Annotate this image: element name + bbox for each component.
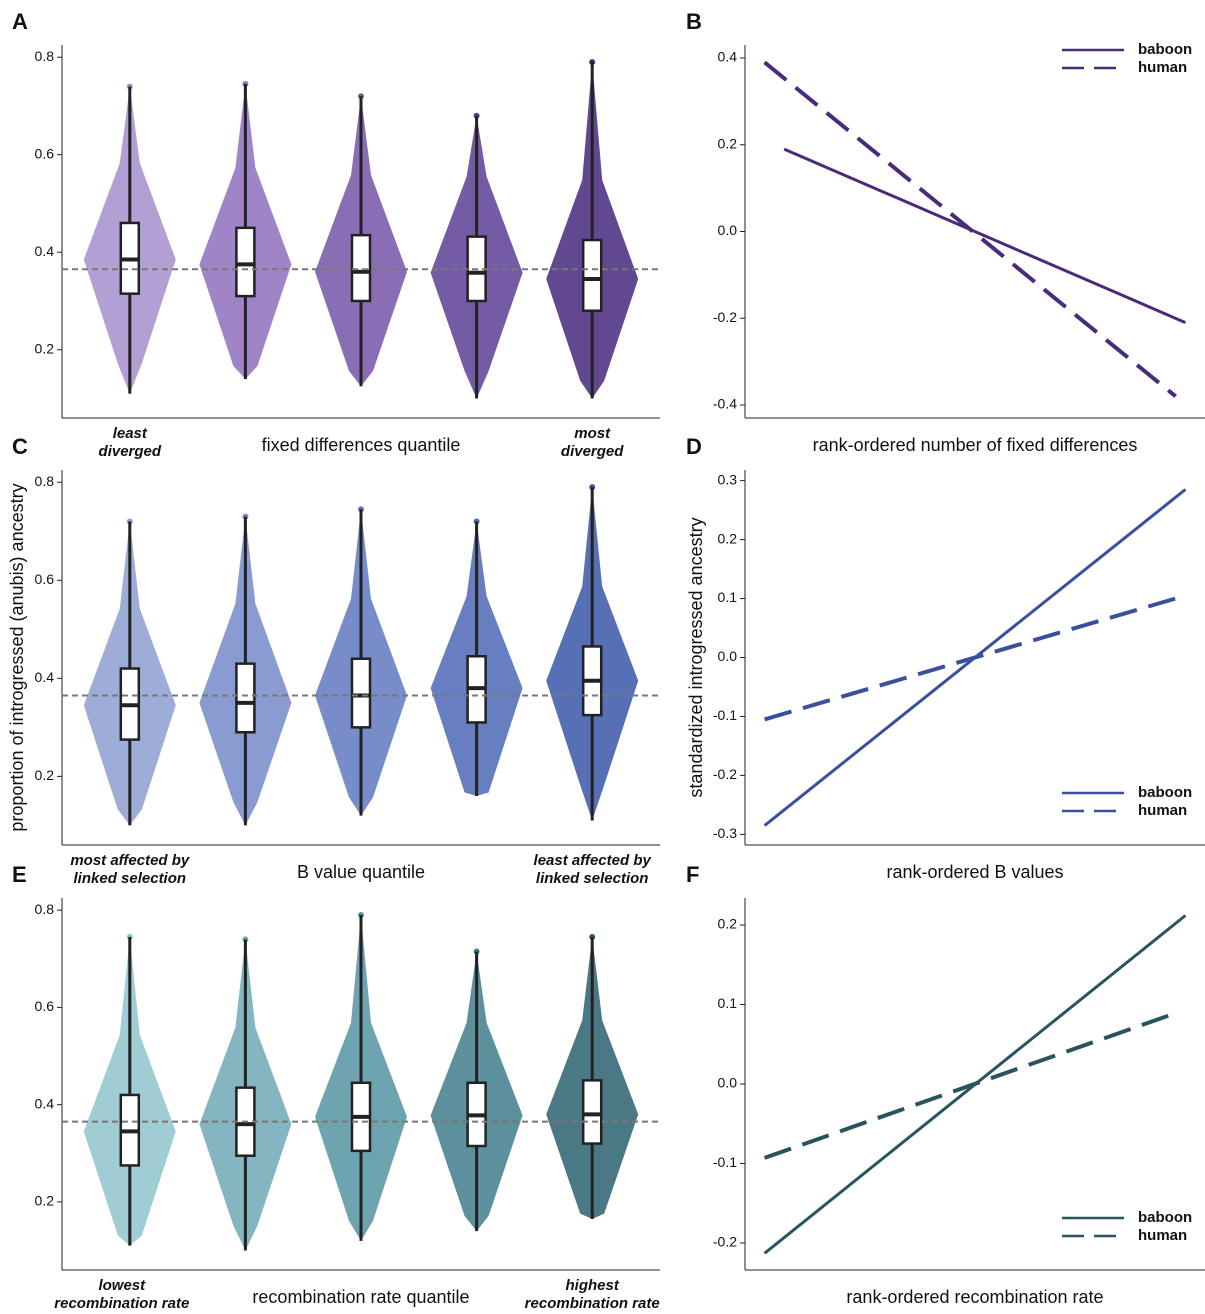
end-label: highest [566, 1277, 620, 1294]
x-axis-label: recombination rate quantile [252, 1287, 469, 1307]
y-tick-label: -0.1 [713, 1154, 737, 1170]
y-axis-label: standardized introgressed ancestry [686, 517, 706, 797]
x-axis-label: rank-ordered B values [886, 862, 1063, 882]
end-label: diverged [99, 443, 162, 460]
legend-label: human [1138, 59, 1187, 76]
y-tick-label: 0.8 [35, 473, 55, 489]
y-tick-label: 0.0 [718, 1075, 738, 1091]
panel-letter: B [686, 9, 702, 34]
end-label: least [113, 425, 148, 442]
y-tick-label: 0.1 [718, 995, 738, 1011]
y-tick-label: 0.6 [35, 145, 55, 161]
y-tick-label: 0.6 [35, 998, 55, 1014]
box [581, 238, 603, 312]
y-tick-label: -0.2 [713, 309, 737, 325]
y-tick-label: -0.3 [713, 825, 737, 841]
x-axis-label: rank-ordered number of fixed differences [813, 435, 1138, 455]
x-axis-label: rank-ordered recombination rate [846, 1287, 1103, 1307]
box [581, 1079, 603, 1145]
y-tick-label: -0.2 [713, 766, 737, 782]
end-label: recombination rate [54, 1295, 189, 1309]
legend-label: human [1138, 802, 1187, 819]
y-tick-label: 0.0 [718, 648, 738, 664]
end-label: least affected by [534, 852, 652, 869]
box [235, 662, 256, 734]
y-tick-label: 0.3 [718, 471, 738, 487]
panel-letter: F [686, 862, 699, 887]
y-tick-label: -0.1 [713, 707, 737, 723]
panel-letter: E [12, 862, 27, 887]
box [350, 657, 372, 729]
y-tick-label: 0.2 [718, 530, 738, 546]
trend-line [763, 1010, 1179, 1160]
end-label: lowest [98, 1277, 146, 1294]
y-tick-label: 0.1 [718, 589, 738, 605]
trend-line [764, 593, 1186, 722]
x-axis-label: fixed differences quantile [262, 435, 461, 455]
end-label: linked selection [74, 870, 187, 887]
end-label: diverged [561, 443, 624, 460]
trend-line [783, 147, 1187, 324]
box [350, 233, 372, 303]
y-tick-label: 0.8 [35, 901, 55, 917]
y-tick-label: 0.2 [35, 767, 55, 783]
y-tick-label: 0.4 [35, 669, 55, 685]
end-label: most [574, 425, 611, 442]
end-label: recombination rate [525, 1295, 660, 1309]
y-tick-label: -0.2 [713, 1234, 737, 1250]
panel-letter: C [12, 434, 28, 459]
end-label: most affected by [70, 852, 190, 869]
y-axis-label: proportion of introgressed (anubis) ance… [7, 483, 27, 831]
panel-letter: A [12, 9, 28, 34]
x-axis-label: B value quantile [297, 862, 425, 882]
legend-label: baboon [1138, 41, 1192, 58]
y-tick-label: 0.4 [718, 49, 738, 65]
legend-label: human [1138, 1227, 1187, 1244]
y-tick-label: 0.4 [35, 243, 55, 259]
y-tick-label: 0.2 [718, 135, 738, 151]
y-tick-label: 0.2 [718, 916, 738, 932]
legend-label: baboon [1138, 784, 1192, 801]
trend-line [763, 60, 1177, 398]
y-tick-label: 0.8 [35, 48, 55, 64]
y-tick-label: 0.2 [35, 340, 55, 356]
y-tick-label: 0.2 [35, 1193, 55, 1209]
y-tick-label: 0.6 [35, 571, 55, 587]
end-label: linked selection [536, 870, 649, 887]
y-tick-label: -0.4 [713, 396, 737, 412]
panel-letter: D [686, 434, 702, 459]
y-tick-label: 0.0 [718, 222, 738, 238]
box [235, 226, 256, 298]
y-tick-label: 0.4 [35, 1095, 55, 1111]
legend-label: baboon [1138, 1209, 1192, 1226]
